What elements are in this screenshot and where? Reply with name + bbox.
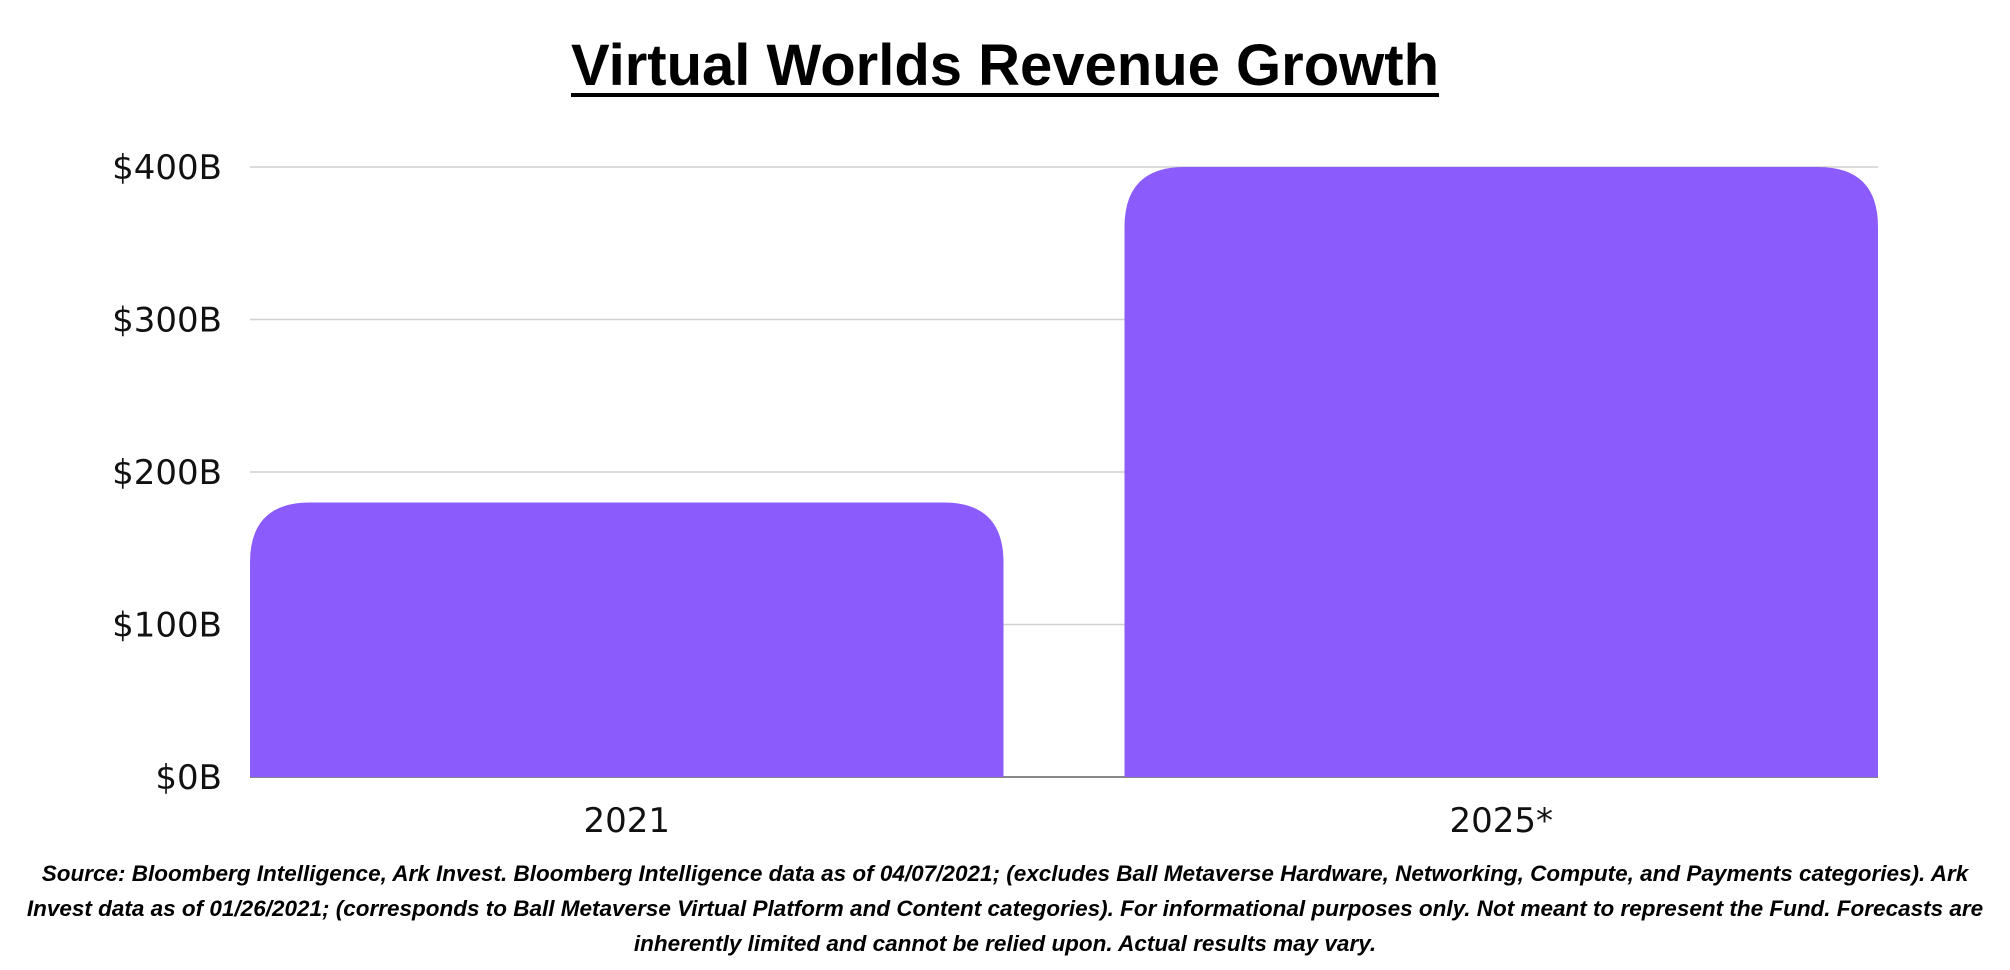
y-tick-label: $400B xyxy=(112,148,222,188)
source-footnote: Source: Bloomberg Intelligence, Ark Inve… xyxy=(26,861,1984,956)
y-tick-label: $200B xyxy=(112,453,222,493)
x-tick-label: 2021 xyxy=(583,801,670,841)
bar-2021 xyxy=(250,502,1004,777)
y-tick-label: $300B xyxy=(112,301,222,341)
y-tick-label: $0B xyxy=(155,758,222,798)
y-tick-label: $100B xyxy=(112,606,222,646)
chart-title: Virtual Worlds Revenue Growth xyxy=(570,33,1440,98)
x-tick-label: 2025* xyxy=(1449,801,1553,841)
bar-2025* xyxy=(1124,167,1878,777)
